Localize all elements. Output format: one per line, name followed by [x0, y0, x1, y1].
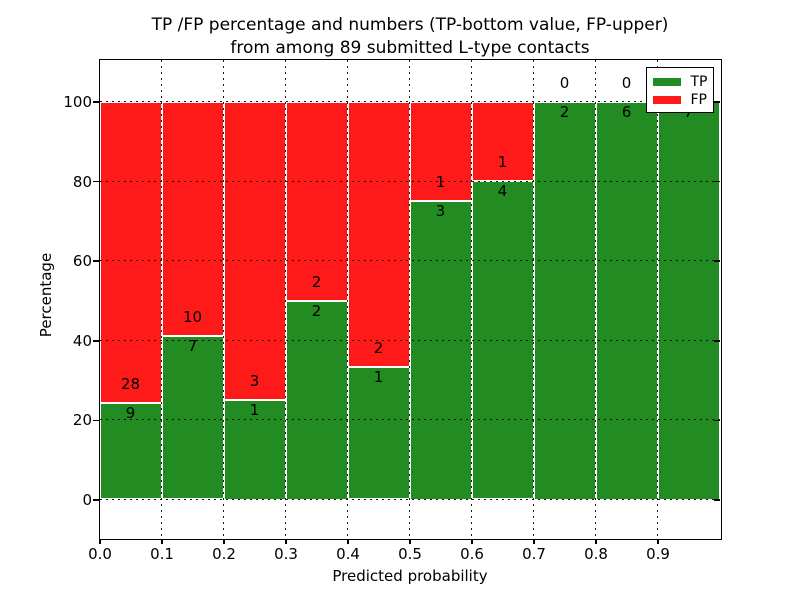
y-tick-right — [714, 180, 720, 183]
y-tick-left — [93, 180, 100, 183]
fp-bar-segment — [285, 101, 348, 301]
x-tick — [285, 539, 287, 544]
chart-title: TP /FP percentage and numbers (TP-bottom… — [100, 14, 720, 59]
fp-count-label: 2 — [311, 272, 322, 291]
fp-count-label: 3 — [249, 372, 260, 390]
x-tick — [471, 539, 473, 544]
fp-count-label: 10 — [182, 307, 203, 326]
y-tick-label: 0 — [82, 491, 92, 509]
tp-bar-segment — [99, 402, 162, 500]
v-gridline — [161, 59, 162, 538]
x-tick-label: 0.8 — [584, 545, 608, 563]
y-tick-left — [93, 419, 100, 422]
x-tick — [409, 539, 411, 544]
chart-title-line1: TP /FP percentage and numbers (TP-bottom… — [151, 15, 669, 35]
legend-entry-label: FP — [690, 91, 708, 108]
y-tick-right — [714, 260, 720, 262]
tp-count-label: 4 — [497, 182, 508, 201]
tp-bar-segment — [285, 300, 348, 500]
x-tick-label: 0.3 — [274, 545, 298, 563]
x-axis-label: Predicted probability — [332, 567, 488, 585]
legend-entry: TP — [647, 73, 713, 91]
fp-count-label: 0 — [559, 73, 570, 92]
tp-bar-segment — [347, 366, 410, 500]
y-tick-label: 100 — [63, 93, 92, 111]
fp-count-label: 2 — [373, 338, 384, 357]
tp-count-label: 1 — [249, 401, 260, 419]
y-tick-label: 40 — [72, 331, 92, 350]
x-tick-label: 0.9 — [646, 545, 670, 563]
x-tick-label: 0.5 — [398, 545, 422, 563]
fp-count-label: 28 — [120, 374, 141, 393]
x-tick — [223, 539, 225, 544]
v-gridline — [347, 59, 348, 538]
x-tick-label: 0.7 — [522, 545, 546, 563]
tp-count-label: 1 — [373, 367, 384, 386]
v-gridline — [285, 59, 286, 538]
y-tick-right — [714, 419, 720, 422]
plot-area: 2891073122211314020607 — [98, 58, 722, 540]
y-tick-right — [714, 340, 720, 342]
legend-entry: FP — [647, 91, 713, 109]
fp-bar-segment — [223, 101, 286, 400]
y-tick-left — [93, 499, 100, 501]
x-tick-label: 0.6 — [460, 545, 484, 563]
fp-bar-segment — [409, 101, 472, 201]
fp-legend-swatch — [652, 95, 681, 104]
legend-entry-label: TP — [690, 73, 708, 90]
tp-count-label: 9 — [125, 403, 136, 422]
tp-bar-segment — [595, 101, 658, 500]
x-tick-label: 0.0 — [88, 545, 112, 563]
x-tick — [161, 539, 163, 544]
y-tick-label: 80 — [72, 172, 92, 191]
x-tick — [347, 539, 349, 544]
tp-count-label: 2 — [311, 301, 322, 320]
y-tick-right — [714, 101, 720, 103]
y-tick-label: 20 — [72, 411, 92, 430]
tp-count-label: 2 — [559, 102, 570, 121]
legend: TP FP — [645, 66, 714, 113]
v-gridline — [223, 59, 224, 538]
tp-bar-segment — [409, 201, 472, 500]
v-gridline — [595, 59, 596, 538]
x-tick-label: 0.2 — [212, 545, 236, 563]
tp-bar-segment — [223, 400, 286, 500]
x-tick-label: 0.4 — [336, 545, 360, 563]
tp-bar-segment — [657, 101, 720, 500]
x-tick-label: 0.1 — [150, 545, 174, 563]
fp-bar-segment — [161, 101, 224, 336]
v-gridline — [471, 59, 472, 538]
tp-count-label: 7 — [187, 336, 198, 355]
x-tick — [533, 539, 535, 544]
x-tick — [657, 539, 659, 544]
fp-count-label: 1 — [435, 173, 446, 191]
fp-bar-segment — [471, 101, 534, 182]
tp-bar-segment — [533, 101, 596, 500]
y-tick-label: 60 — [72, 252, 92, 271]
fp-count-label: 0 — [621, 73, 632, 92]
y-tick-left — [93, 260, 100, 262]
fp-bar-segment — [347, 101, 410, 367]
fp-count-label: 1 — [497, 153, 508, 172]
chart-title-line2: from among 89 submitted L-type contacts — [230, 37, 590, 58]
v-gridline — [409, 59, 410, 538]
tp-bar-segment — [161, 335, 224, 500]
y-axis-label: Percentage — [37, 252, 55, 338]
v-gridline — [533, 59, 534, 538]
tp-count-label: 3 — [435, 202, 446, 220]
y-tick-left — [93, 101, 100, 103]
tp-legend-swatch — [652, 77, 681, 86]
v-gridline — [657, 59, 658, 538]
y-tick-left — [93, 340, 100, 342]
x-tick — [99, 539, 101, 544]
fp-bar-segment — [99, 101, 162, 403]
tp-count-label: 6 — [621, 102, 632, 121]
x-tick — [595, 539, 597, 544]
y-tick-right — [714, 499, 720, 501]
